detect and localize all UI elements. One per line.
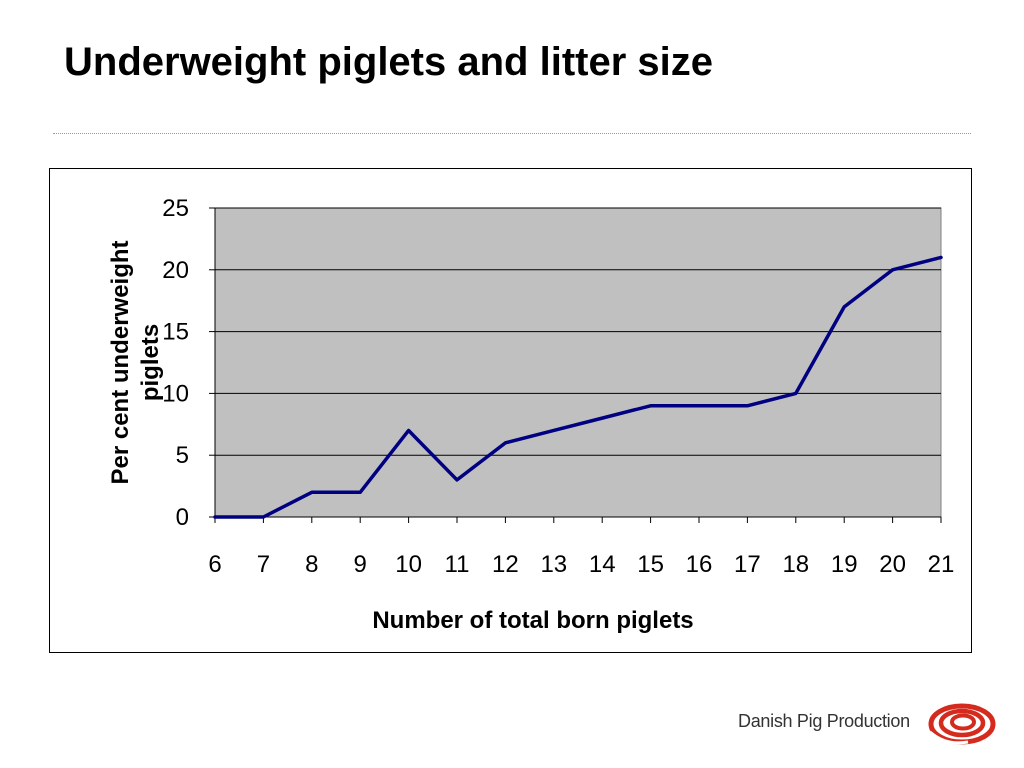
x-tick-label: 9 bbox=[354, 551, 367, 578]
x-tick-label: 18 bbox=[782, 551, 809, 578]
x-tick-label: 21 bbox=[928, 551, 955, 578]
x-tick-label: 19 bbox=[831, 551, 858, 578]
concentric-swirl-icon bbox=[928, 703, 996, 745]
chart-frame: 0 5 10 15 20 25 6 7 8 9 10 11 12 13 14 15 16 17 18 19 20 21 N… bbox=[49, 168, 972, 653]
series-line bbox=[213, 255, 943, 519]
x-tick-label: 11 bbox=[445, 551, 470, 578]
y-tick-label: 10 bbox=[162, 380, 189, 407]
x-tick-label: 6 bbox=[208, 551, 221, 578]
x-axis-title: Number of total born piglets bbox=[372, 607, 693, 634]
x-tick-label: 13 bbox=[540, 551, 567, 578]
x-tick-label: 20 bbox=[879, 551, 906, 578]
x-tick-label: 12 bbox=[492, 551, 519, 578]
title-divider bbox=[53, 133, 971, 134]
plot-area bbox=[214, 207, 942, 518]
x-tick-label: 16 bbox=[686, 551, 713, 578]
plot-layer: 0 5 10 15 20 25 6 7 8 9 10 11 12 13 14 15 16 17 18 19 20 21 bbox=[162, 195, 954, 578]
x-tick-label: 17 bbox=[734, 551, 761, 578]
y-tick-label: 5 bbox=[176, 442, 189, 469]
y-tick-label: 0 bbox=[176, 504, 189, 531]
x-tick-label: 7 bbox=[257, 551, 270, 578]
y-tick-label: 25 bbox=[162, 195, 189, 222]
y-axis-title: Per cent underweight piglets bbox=[107, 240, 164, 484]
y-tick-label: 20 bbox=[162, 257, 189, 284]
slide-title: Underweight piglets and litter size bbox=[64, 40, 713, 84]
line-chart: 0 5 10 15 20 25 6 7 8 9 10 11 12 13 14 15 16 17 18 19 20 21 N… bbox=[107, 195, 954, 634]
x-tick-label: 14 bbox=[589, 551, 616, 578]
brand-logo-text: Danish Pig Production bbox=[738, 711, 910, 731]
x-tick-label: 8 bbox=[305, 551, 318, 578]
x-tick-label: 15 bbox=[637, 551, 664, 578]
y-tick-label: 15 bbox=[162, 319, 189, 346]
x-tick-label: 10 bbox=[395, 551, 422, 578]
